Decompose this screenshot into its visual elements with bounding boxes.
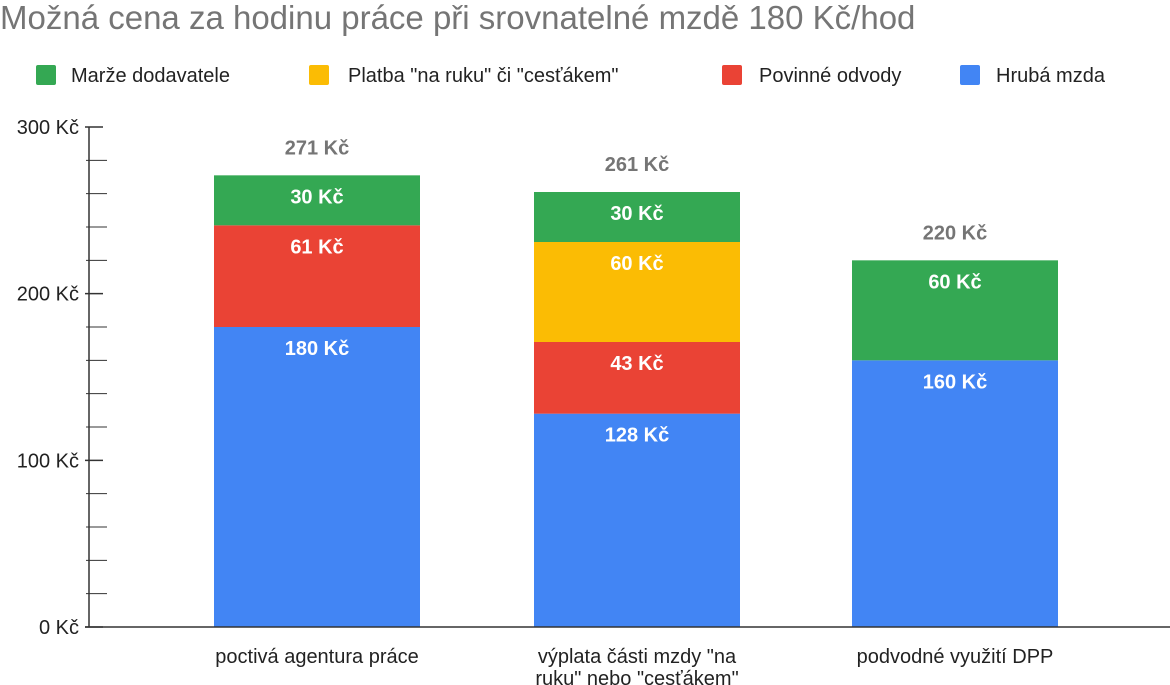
legend-label-marze-dodavatele: Marže dodavatele [71,65,230,87]
legend-swatch-hruba-mzda [960,65,980,85]
x-category-label: poctivá agentura práce [215,646,418,668]
bar-segment-povinne-odvody [534,342,740,414]
chart-title: Možná cena za hodinu práce při srovnatel… [0,0,915,36]
segment-value-label: 160 Kč [923,371,988,393]
legend-label-povinne-odvody: Povinné odvody [759,65,901,87]
legend-swatch-marze-dodavatele [36,65,56,85]
legend: Marže dodavatele Platba "na ruku" či "ces… [36,65,1106,87]
bar-segment-marze-dodavatele [852,260,1058,361]
bar-segment-marze-dodavatele [214,175,420,226]
segment-value-label: 61 Kč [290,236,343,258]
legend-swatch-povinne-odvody [722,65,742,85]
bar-segment-hruba-mzda [852,360,1058,627]
bars: 180 Kč 61 Kč 30 Kč 271 Kč 128 Kč 43 Kč 60 Kč 30… [85,137,1170,628]
legend-swatch-platba-na-ruku-ci-cestakem [309,65,329,85]
segment-value-label: 60 Kč [928,271,981,293]
y-tick-label: 100 Kč [17,450,79,472]
bar-segment-marze-dodavatele [534,192,740,242]
y-axis: 0 Kč 100 Kč 200 Kč 300 Kč [17,117,107,639]
y-tick-label: 200 Kč [17,284,79,306]
segment-value-label: 43 Kč [610,353,663,375]
y-tick-label: 300 Kč [17,117,79,139]
x-category-label: ruku" nebo "cesťákem" [535,668,738,685]
x-category-label: podvodné využití DPP [857,646,1054,668]
legend-label-hruba-mzda: Hrubá mzda [996,65,1106,87]
segment-value-label: 60 Kč [610,253,663,275]
bar-segment-hruba-mzda [534,413,740,627]
bar-total-label: 271 Kč [285,137,350,159]
segment-value-label: 30 Kč [610,203,663,225]
legend-label-platba-na-ruku-ci-cestakem: Platba "na ruku" či "cesťákem" [348,65,618,87]
category-labels: poctivá agentura práce výplata části mzdy… [215,646,1053,685]
bar-total-label: 220 Kč [923,222,988,244]
bar-segment-hruba-mzda [214,327,420,627]
x-category-label: výplata části mzdy "na [538,646,737,668]
bar-segment-platba-na-ruku-ci-cestakem [534,242,740,342]
segment-value-label: 128 Kč [605,425,670,447]
bar-total-label: 261 Kč [605,154,670,176]
segment-value-label: 180 Kč [285,338,350,360]
y-tick-label: 0 Kč [39,617,79,639]
bar-segment-povinne-odvody [214,225,420,327]
segment-value-label: 30 Kč [290,186,343,208]
